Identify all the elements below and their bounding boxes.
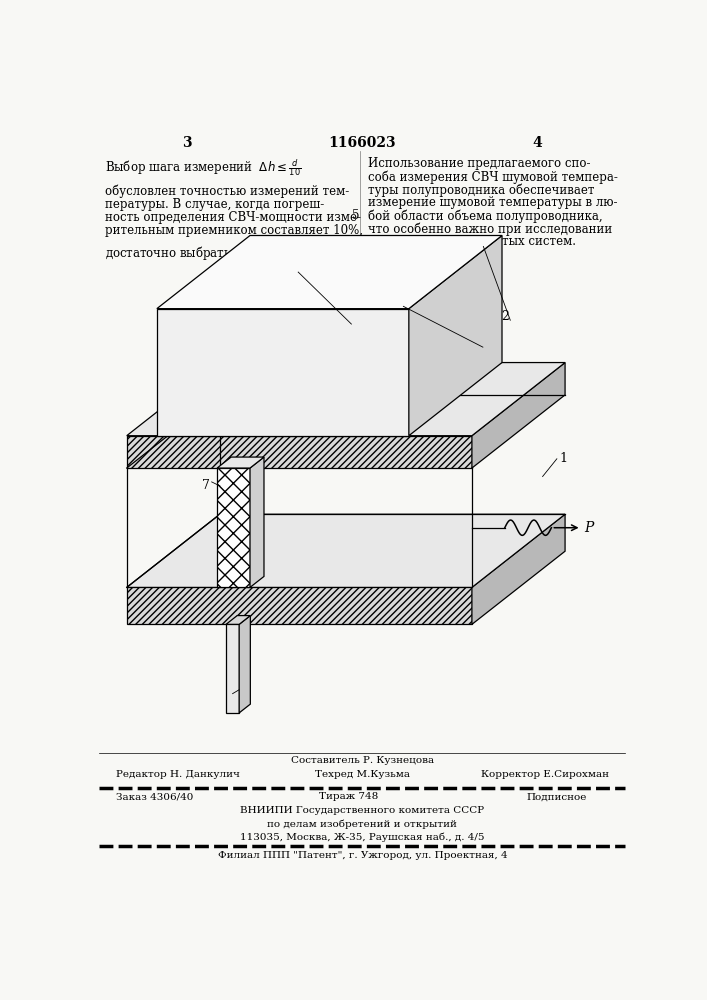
Polygon shape [226, 624, 239, 713]
Text: 3: 3 [182, 136, 192, 150]
Polygon shape [127, 436, 472, 468]
Text: по делам изобретений и открытий: по делам изобретений и открытий [267, 819, 457, 829]
Text: Филиал ППП "Патент", г. Ужгород, ул. Проектная, 4: Филиал ППП "Патент", г. Ужгород, ул. Про… [218, 852, 507, 860]
Text: пературы. В случае, когда погреш-: пературы. В случае, когда погреш- [105, 198, 324, 211]
Text: 4: 4 [533, 136, 542, 150]
Text: туры полупроводника обеспечивает: туры полупроводника обеспечивает [368, 183, 595, 197]
Text: 3: 3 [233, 691, 240, 704]
Polygon shape [226, 616, 250, 624]
Text: достаточно выбрать  $\Delta h = \frac{d}{10}$ .: достаточно выбрать $\Delta h = \frac{d}{… [105, 243, 287, 264]
Text: Тираж 748: Тираж 748 [319, 792, 378, 801]
Text: 4: 4 [476, 333, 484, 346]
Text: обусловлен точностью измерений тем-: обусловлен точностью измерений тем- [105, 185, 349, 198]
Text: Составитель Р. Кузнецова: Составитель Р. Кузнецова [291, 756, 434, 765]
Polygon shape [472, 363, 565, 468]
Polygon shape [127, 514, 565, 587]
Text: ность определения СВЧ-мощности изме-: ность определения СВЧ-мощности изме- [105, 211, 361, 224]
Text: что особенно важно при исследовании: что особенно важно при исследовании [368, 222, 612, 236]
Text: Выбор шага измерений  $\Delta h \leq \frac{d}{10}$: Выбор шага измерений $\Delta h \leq \fra… [105, 157, 301, 178]
Text: Использование предлагаемого спо-: Использование предлагаемого спо- [368, 157, 590, 170]
Polygon shape [127, 363, 565, 436]
Polygon shape [217, 457, 264, 468]
Polygon shape [409, 235, 502, 436]
Text: Техред М.Кузьма: Техред М.Кузьма [315, 770, 410, 779]
Text: 7: 7 [202, 479, 210, 492]
Text: P: P [584, 521, 594, 535]
Text: 2: 2 [501, 310, 509, 323]
Text: Подписное: Подписное [527, 792, 587, 801]
Polygon shape [250, 457, 264, 587]
Text: измерение шумовой температуры в лю-: измерение шумовой температуры в лю- [368, 196, 617, 209]
Polygon shape [157, 309, 409, 436]
Text: 1: 1 [560, 452, 568, 465]
Text: Корректор Е.Сирохман: Корректор Е.Сирохман [481, 770, 609, 779]
Text: 113035, Москва, Ж-35, Раушская наб., д. 4/5: 113035, Москва, Ж-35, Раушская наб., д. … [240, 832, 484, 842]
Text: рительным приемником составляет 10%,: рительным приемником составляет 10%, [105, 224, 363, 237]
Polygon shape [157, 235, 502, 309]
Text: ВНИИПИ Государственного комитета СССР: ВНИИПИ Государственного комитета СССР [240, 806, 484, 815]
Text: 1166023: 1166023 [329, 136, 396, 150]
Text: 5: 5 [342, 310, 350, 323]
Polygon shape [217, 468, 250, 587]
Text: Редактор Н. Данкулич: Редактор Н. Данкулич [116, 770, 240, 779]
Text: Заказ 4306/40: Заказ 4306/40 [116, 792, 193, 801]
Polygon shape [239, 616, 250, 713]
Text: неоднородно разогретых систем.: неоднородно разогретых систем. [368, 235, 575, 248]
Polygon shape [127, 587, 472, 624]
Text: бой области объема полупроводника,: бой области объема полупроводника, [368, 209, 602, 223]
Text: соба измерения СВЧ шумовой темпера-: соба измерения СВЧ шумовой темпера- [368, 170, 618, 184]
Text: 5: 5 [351, 209, 359, 222]
Polygon shape [472, 514, 565, 624]
